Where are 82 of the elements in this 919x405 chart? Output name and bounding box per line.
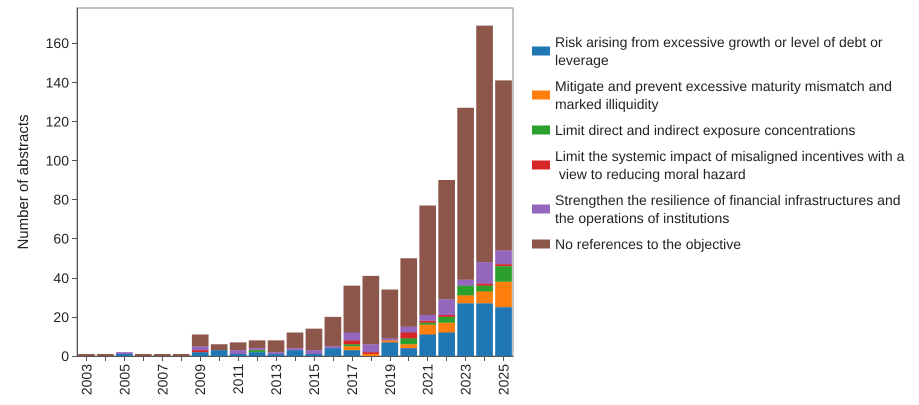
bar [495,80,512,250]
bar [400,332,418,338]
x-tick-label: 2015 [306,364,322,396]
legend-label: Limit direct and indirect exposure concentrations [555,122,856,138]
bar [248,352,266,356]
bar [438,180,455,300]
bar [495,282,512,308]
bar [324,348,342,356]
bar [476,26,493,262]
bar [344,332,360,340]
bar [476,303,493,356]
bar [400,326,418,333]
bar [268,340,284,352]
bar [419,314,436,321]
y-tick-label: 20 [53,308,70,325]
bar [419,205,436,315]
bar [286,350,304,356]
bar [438,322,455,333]
legend-label: Risk arising from excessive growth or level of debt or leverage [555,34,886,68]
bar [344,346,360,350]
x-tick-label: 2007 [154,364,170,396]
bar [495,266,512,282]
x-tick-label: 2009 [192,364,208,396]
bar [248,340,266,348]
bar [438,316,455,323]
legend-label: No references to the objective [555,236,742,252]
bar [344,350,360,356]
bar [400,338,418,344]
legend-label: Mitigate and prevent excessive maturity mismatch and marked illiquidity [555,78,896,112]
y-tick-label: 140 [46,74,70,90]
bar [192,334,209,346]
y-tick-label: 160 [46,35,70,52]
bar [192,352,209,356]
x-tick-label: 2011 [230,364,246,394]
bar [457,295,474,304]
bar [381,290,398,338]
bar [324,316,342,346]
bar [438,299,455,315]
x-tick-label: 2003 [78,364,94,396]
y-tick-label: 60 [53,230,70,247]
bar [400,348,418,356]
bar [476,262,493,284]
y-tick-label: 120 [46,113,70,130]
bar [457,286,474,296]
y-tick-label: 80 [53,192,70,208]
bar [362,276,380,344]
bar [476,286,493,292]
y-tick-label: 40 [53,270,70,286]
bar [457,303,474,356]
bar [362,344,380,352]
bar [457,108,474,280]
bar [306,350,322,354]
x-tick-label: 2021 [420,364,436,396]
bar [286,332,304,348]
bar [419,334,436,356]
bar [210,344,228,350]
bar [495,307,512,356]
bar [230,350,246,354]
bar [400,258,418,327]
bar [192,346,209,350]
bar [230,342,246,350]
bar [419,324,436,334]
y-tick-label: 0 [61,348,70,364]
legend-label: Strengthen the resilience of financial infrastructures and the operations of institutions [555,192,904,226]
bar [457,280,474,286]
legend-label: Limit the systemic impact of misaligned incentives with a view to reducing moral hazard [555,148,905,182]
x-tick-label: 2019 [382,364,398,396]
y-tick-label: 100 [46,152,70,168]
bar [344,340,360,344]
x-tick-label: 2005 [116,364,132,396]
x-tick-label: 2017 [344,364,360,396]
y-axis-title: Number of abstracts [15,114,32,250]
bar [210,350,228,356]
bar [476,291,493,304]
x-tick-label: 2025 [496,364,512,396]
bar [381,342,398,356]
bar [306,328,322,350]
x-tick-label: 2023 [458,364,474,396]
bar [344,286,360,333]
bar [495,250,512,264]
bar [438,332,455,356]
x-tick-label: 2013 [268,364,284,396]
